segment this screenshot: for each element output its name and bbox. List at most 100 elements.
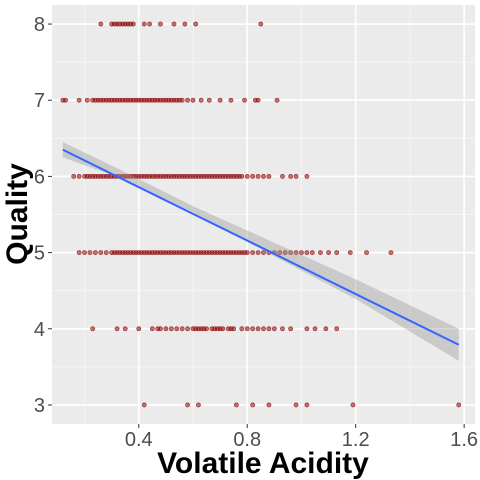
data-point — [350, 402, 356, 408]
x-tick-label: 1.2 — [342, 429, 370, 451]
data-point — [98, 250, 104, 255]
data-point — [147, 21, 153, 27]
data-point — [98, 21, 104, 27]
data-point — [158, 21, 163, 27]
data-point — [84, 97, 90, 103]
x-tick-label: 1.6 — [450, 429, 478, 451]
data-point — [185, 402, 190, 408]
data-point — [271, 326, 277, 332]
data-point — [76, 250, 82, 255]
data-point — [190, 97, 196, 103]
data-point — [277, 250, 283, 255]
data-point — [244, 174, 250, 179]
data-point — [136, 326, 142, 332]
data-point — [182, 21, 188, 27]
data-point — [280, 326, 285, 332]
data-point — [114, 326, 120, 332]
data-point — [318, 250, 323, 255]
data-point — [217, 97, 223, 103]
x-axis-ticks: 0.4 0.8 1.2 1.6 — [125, 424, 478, 451]
data-point — [323, 326, 329, 332]
data-point — [288, 326, 294, 332]
data-point — [250, 250, 256, 255]
data-point — [266, 174, 272, 179]
y-tick-label: 5 — [34, 243, 45, 265]
data-point — [456, 402, 462, 408]
data-point — [239, 174, 245, 179]
data-point — [250, 326, 256, 332]
data-point — [174, 326, 180, 332]
data-point — [280, 174, 285, 179]
data-point — [198, 97, 204, 103]
data-point — [282, 250, 288, 255]
data-point — [255, 174, 261, 179]
data-point — [76, 174, 82, 179]
data-point — [293, 174, 299, 179]
data-point — [288, 174, 294, 179]
data-point — [239, 326, 245, 332]
y-axis-title: Quality — [1, 163, 34, 265]
data-point — [334, 250, 340, 255]
data-point — [163, 326, 169, 332]
data-point — [255, 326, 261, 332]
x-axis-title: Volatile Acidity — [157, 447, 369, 480]
data-point — [293, 250, 299, 255]
data-point — [258, 21, 264, 27]
data-point — [261, 250, 266, 255]
data-point — [228, 97, 234, 103]
x-tick-label: 0.8 — [233, 429, 261, 451]
data-point — [304, 326, 310, 332]
y-tick-label: 8 — [34, 14, 45, 36]
x-tick-label: 0.4 — [125, 429, 153, 451]
data-point — [220, 326, 226, 332]
data-point — [304, 174, 310, 179]
y-tick-label: 3 — [34, 395, 45, 417]
data-point — [130, 21, 136, 27]
data-point — [288, 250, 294, 255]
data-point — [261, 326, 266, 332]
data-point — [312, 326, 318, 332]
data-point — [261, 174, 266, 179]
data-point — [250, 402, 256, 408]
fit-line — [62, 148, 460, 346]
data-point — [87, 250, 93, 255]
data-point — [179, 97, 185, 103]
data-point — [90, 326, 96, 332]
data-point — [266, 326, 272, 332]
data-point — [299, 250, 304, 255]
y-axis-ticks: 3 4 5 6 7 8 — [34, 14, 52, 417]
data-point — [76, 97, 82, 103]
data-point — [193, 21, 199, 27]
data-point — [196, 402, 201, 408]
data-point — [179, 326, 185, 332]
data-points — [60, 21, 462, 408]
data-point — [122, 326, 128, 332]
data-point — [326, 250, 331, 255]
data-point — [92, 250, 98, 255]
confidence-band-area — [62, 142, 459, 361]
data-point — [255, 250, 261, 255]
data-point — [250, 174, 256, 179]
data-point — [266, 402, 272, 408]
data-point — [304, 250, 310, 255]
data-point — [347, 250, 353, 255]
data-point — [309, 250, 315, 255]
data-point — [185, 97, 190, 103]
data-point — [255, 97, 261, 103]
data-point — [71, 174, 77, 179]
data-point — [185, 326, 190, 332]
y-tick-label: 6 — [34, 166, 45, 188]
y-tick-label: 7 — [34, 90, 45, 112]
data-point — [206, 97, 212, 103]
data-point — [168, 326, 174, 332]
data-point — [293, 402, 299, 408]
data-point — [141, 21, 147, 27]
data-point — [364, 250, 369, 255]
data-point — [242, 97, 247, 103]
data-point — [231, 326, 237, 332]
data-point — [233, 402, 239, 408]
data-point — [171, 21, 177, 27]
data-point — [304, 402, 310, 408]
data-point — [63, 97, 68, 103]
